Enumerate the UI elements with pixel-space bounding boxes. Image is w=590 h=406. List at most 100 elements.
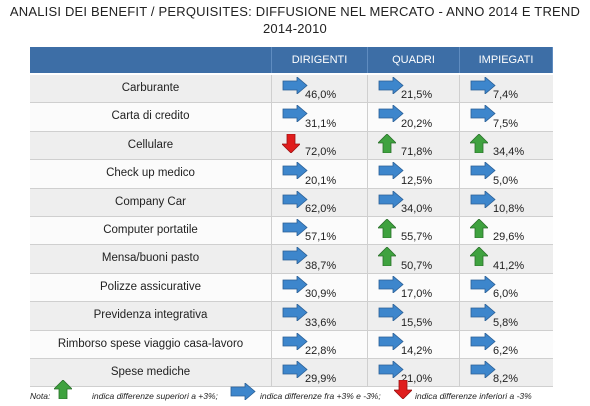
- value-cell: 38,7%: [272, 245, 368, 273]
- value: 5,0%: [493, 174, 519, 187]
- value: 38,7%: [305, 259, 337, 272]
- header-cell: QUADRI: [368, 47, 460, 73]
- arrow-shape: [378, 190, 404, 208]
- arrow-shape: [378, 218, 396, 238]
- value-cell: 34,4%: [460, 132, 553, 159]
- arrow-shape: [378, 133, 396, 153]
- arrow-shape: [470, 360, 496, 378]
- value-cell: 20,1%: [272, 160, 368, 188]
- value: 29,9%: [305, 373, 337, 386]
- header-row: DIRIGENTI QUADRI IMPIEGATI: [30, 47, 553, 75]
- value-cell: 46,0%: [272, 75, 368, 103]
- value-cell: 33,6%: [272, 302, 368, 330]
- row-label: Polizze assicurative: [30, 273, 272, 302]
- value-cell: 15,5%: [368, 302, 460, 330]
- arrow-right: [282, 304, 308, 322]
- value: 71,8%: [401, 146, 433, 159]
- value: 41,2%: [493, 259, 525, 272]
- arrow-right: [282, 332, 308, 350]
- value: 21,5%: [401, 89, 433, 102]
- arrow-right: [470, 77, 496, 94]
- arrow-up: [378, 247, 396, 267]
- arrow-shape: [282, 360, 308, 378]
- arrow-right: [470, 332, 496, 350]
- value-cell: 21,0%: [368, 358, 460, 387]
- value: 20,1%: [305, 174, 337, 187]
- arrow-shape: [470, 275, 496, 293]
- arrow-shape: [282, 190, 308, 208]
- arrow-shape: [282, 332, 308, 350]
- arrow-up: [470, 133, 488, 153]
- arrow-right: [470, 275, 496, 293]
- value: 34,4%: [493, 146, 525, 159]
- value-cell: 57,1%: [272, 216, 368, 245]
- row-label: Check up medico: [30, 160, 272, 188]
- row-label: Rimborso spese viaggio casa-lavoro: [30, 330, 272, 358]
- value-cell: 5,0%: [460, 160, 553, 187]
- arrow-right: [282, 360, 308, 378]
- arrow-up: [378, 133, 396, 153]
- value-cell: 22,8%: [272, 330, 368, 358]
- arrow-up: [470, 218, 488, 238]
- arrow-up: [54, 380, 72, 399]
- value: 7,5%: [493, 117, 519, 130]
- arrow-shape: [378, 77, 404, 94]
- arrow-shape: [282, 105, 308, 123]
- header-cell: DIRIGENTI: [272, 47, 368, 73]
- note-flat: indica differenze fra +3% e -3%;: [260, 391, 381, 401]
- table: DIRIGENTI QUADRI IMPIEGATI Carburante 46,0% 2…: [30, 47, 553, 388]
- arrow-shape: [470, 218, 488, 238]
- arrow-down: [282, 133, 300, 153]
- arrow-shape: [282, 162, 308, 180]
- value-cell: 21,5%: [368, 75, 460, 103]
- arrow-right: [470, 190, 496, 208]
- value-cell: 34,0%: [368, 188, 460, 216]
- value-cell: 62,0%: [272, 188, 368, 216]
- table-row: Previdenza integrativa 33,6% 15,5% 5,8%: [30, 302, 553, 331]
- value: 57,1%: [305, 231, 337, 244]
- subtitle: 2014-2010: [263, 21, 327, 36]
- value: 62,0%: [305, 202, 337, 215]
- arrow-right: [282, 218, 308, 236]
- arrow-right: [378, 304, 404, 322]
- value-cell: 55,7%: [368, 216, 460, 245]
- title: ANALISI DEI BENEFIT / PERQUISITES: DIFFU…: [9, 4, 581, 19]
- value: 33,6%: [305, 316, 337, 329]
- arrow-right: [282, 247, 308, 265]
- arrow-right: [378, 360, 404, 378]
- value: 5,8%: [493, 316, 519, 329]
- arrow-shape: [394, 380, 412, 399]
- arrow-shape: [378, 360, 404, 378]
- value: 31,1%: [305, 117, 337, 130]
- row-label: Previdenza integrativa: [30, 302, 272, 330]
- value-cell: 6,2%: [460, 331, 553, 358]
- value: 30,9%: [305, 288, 337, 301]
- value-cell: 41,2%: [460, 245, 553, 272]
- arrow-shape: [470, 247, 488, 267]
- value-cell: 7,4%: [460, 75, 553, 102]
- value: 20,2%: [401, 117, 433, 130]
- row-label: Spese mediche: [30, 358, 272, 387]
- value-cell: 6,0%: [460, 274, 553, 301]
- arrow-right: [470, 162, 496, 180]
- value-cell: 12,5%: [368, 160, 460, 188]
- arrow-up: [470, 247, 488, 267]
- arrow-shape: [378, 275, 404, 293]
- value: 29,6%: [493, 231, 525, 244]
- arrow-right: [378, 77, 404, 94]
- arrow-right: [230, 383, 256, 400]
- value-cell: 14,2%: [368, 330, 460, 358]
- value-cell: 10,8%: [460, 189, 553, 216]
- arrow-shape: [378, 105, 404, 123]
- note: Nota: indica differenze superiori a +3%;…: [30, 380, 590, 406]
- value: 7,4%: [493, 89, 519, 102]
- arrow-shape: [470, 77, 496, 94]
- arrow-shape: [470, 304, 496, 322]
- value: 21,0%: [401, 373, 433, 386]
- arrow-right: [282, 190, 308, 208]
- row-label: Computer portatile: [30, 216, 272, 245]
- arrow-shape: [282, 247, 308, 265]
- arrow-shape: [282, 275, 308, 293]
- value: 10,8%: [493, 202, 525, 215]
